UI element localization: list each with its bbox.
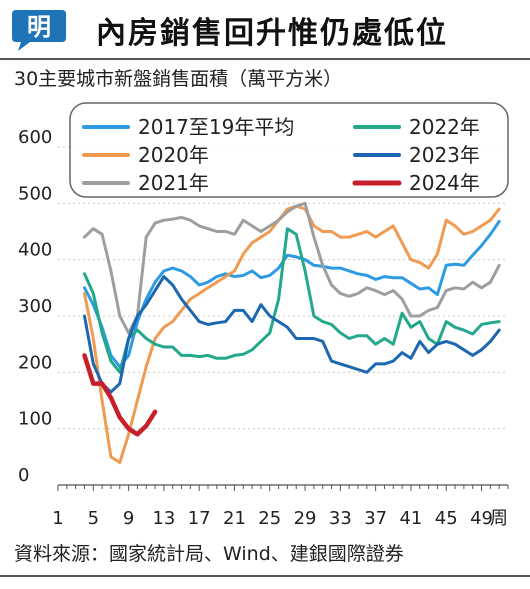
x-tick-label: 5: [88, 508, 99, 529]
x-tick-label: 33: [329, 508, 352, 529]
x-tick-label: 29: [294, 508, 317, 529]
x-tick-label: 45: [435, 508, 458, 529]
x-tick-label: 49: [470, 508, 493, 529]
legend-label-0: 2017至19年平均: [138, 115, 294, 139]
y-tick-label: 400: [18, 240, 52, 261]
legend-label-2: 2021年: [138, 171, 209, 195]
bottom-divider: [0, 575, 530, 577]
page-title: 內房銷售回升惟仍處低位: [96, 16, 448, 51]
x-tick-label: 17: [188, 508, 211, 529]
logo-text: 明: [27, 13, 51, 41]
legend-label-3: 2022年: [409, 115, 480, 139]
series-line-2: [83, 201, 501, 335]
x-tick-label: 41: [399, 508, 422, 529]
top-divider: [0, 58, 530, 60]
x-tick-label: 37: [364, 508, 387, 529]
source-note: 資料來源：國家統計局、Wind、建銀國際證券: [14, 543, 404, 565]
legend-label-1: 2020年: [138, 143, 209, 167]
y-tick-label: 500: [18, 183, 52, 204]
legend-label-5: 2024年: [409, 171, 480, 195]
legend-label-4: 2023年: [409, 143, 480, 167]
y-tick-label: 100: [18, 409, 52, 430]
ming-pao-logo: 明: [12, 10, 66, 51]
series-line-5: [82, 353, 158, 437]
x-tick-label: 13: [152, 508, 175, 529]
y-tick-label: 300: [18, 296, 52, 317]
x-tick-label: 9: [123, 508, 134, 529]
x-tick-label: 1: [52, 508, 63, 529]
x-axis-unit-label: 周: [490, 508, 508, 529]
y-tick-label: 200: [18, 352, 52, 373]
y-tick-label: 0: [18, 465, 29, 486]
series-line-3: [83, 227, 501, 374]
series-line-0: [83, 219, 501, 369]
x-tick-label: 25: [258, 508, 281, 529]
x-tick-label: 21: [223, 508, 246, 529]
header: 明 內房銷售回升惟仍處低位: [0, 0, 530, 60]
series-line-4: [83, 275, 501, 394]
chart-subtitle: 30主要城市新盤銷售面積（萬平方米）: [14, 68, 343, 90]
y-tick-label: 600: [18, 127, 52, 148]
